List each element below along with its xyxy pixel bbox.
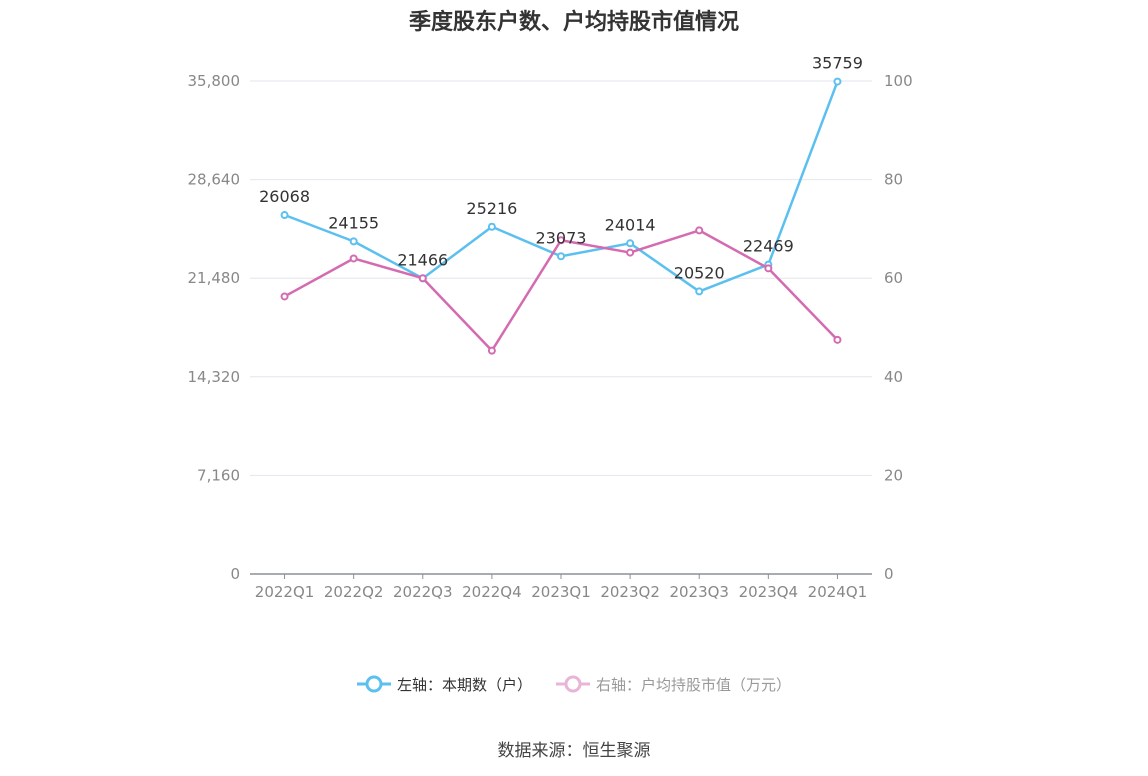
left-axis-tick-label: 14,320 — [188, 368, 241, 386]
data-point-left — [557, 252, 565, 261]
left-axis-tick-label: 35,800 — [188, 72, 241, 90]
right-axis-tick-label: 100 — [884, 72, 913, 90]
right-axis-tick-label: 60 — [884, 269, 903, 287]
left-axis-tick-label: 0 — [230, 565, 240, 583]
data-label: 26068 — [259, 187, 310, 206]
x-axis-tick-label: 2022Q1 — [255, 583, 315, 601]
x-axis-tick-label: 2023Q3 — [669, 583, 729, 601]
data-point-right — [626, 248, 635, 257]
data-label: 24155 — [328, 213, 379, 232]
data-point-right — [487, 346, 496, 355]
right-axis-tick-label: 80 — [884, 171, 903, 189]
left-axis-tick-label: 28,640 — [188, 171, 241, 189]
data-point-left — [695, 287, 704, 296]
x-axis-tick-label: 2023Q1 — [531, 583, 591, 601]
legend-item-right-series[interactable]: 右轴：户均持股市值（万元） — [556, 672, 791, 696]
legend-marker-pink-icon — [556, 675, 590, 693]
data-labels: 26068 24155 21466 25216 23073 24014 20520 22469… — [259, 54, 863, 283]
data-point-left — [487, 222, 496, 231]
chart-title: 季度股东户数、户均持股市值情况 — [408, 10, 739, 35]
legend-item-left-series[interactable]: 左轴：本期数（户） — [356, 672, 532, 696]
data-point-right — [280, 292, 289, 301]
legend: 左轴：本期数（户） 右轴：户均持股市值（万元） — [0, 672, 1148, 696]
data-label: 24014 — [605, 215, 656, 234]
data-label: 23073 — [536, 228, 587, 247]
data-point-right — [557, 236, 565, 245]
data-point-right — [833, 335, 842, 344]
x-axis-tick-label: 2023Q2 — [600, 583, 660, 601]
data-label: 25216 — [466, 199, 517, 218]
x-axis-tick-label: 2024Q1 — [808, 583, 868, 601]
data-label: 20520 — [674, 263, 725, 282]
legend-label-right-series: 右轴：户均持股市值（万元） — [596, 675, 792, 694]
data-point-left — [349, 237, 358, 246]
legend-marker-blue-icon — [356, 675, 391, 693]
x-axis-tick-label: 2022Q2 — [324, 583, 384, 601]
right-axis-tick-label: 40 — [884, 368, 903, 386]
left-axis-tick-label: 21,480 — [188, 269, 241, 287]
data-point-right — [695, 226, 704, 235]
data-point-left — [280, 211, 289, 220]
series-lines — [280, 77, 842, 355]
axes: 0 0 7,160 20 14,320 40 21,480 60 28,640 80 35,800 1… — [188, 72, 913, 601]
right-axis-tick-label: 0 — [884, 565, 894, 583]
left-axis-tick-label: 7,160 — [197, 466, 240, 484]
data-point-left — [833, 77, 842, 86]
x-axis-tick-label: 2023Q4 — [739, 583, 799, 601]
data-point-right — [349, 254, 358, 263]
data-point-right — [418, 274, 427, 283]
x-axis-tick-label: 2022Q4 — [462, 583, 522, 601]
data-label: 21466 — [397, 250, 448, 269]
data-label: 35759 — [812, 54, 863, 73]
legend-label-left-series: 左轴：本期数（户） — [396, 675, 532, 694]
x-axis-tick-label: 2022Q3 — [393, 583, 453, 601]
data-label: 22469 — [743, 237, 794, 256]
data-point-left — [626, 239, 635, 248]
line-chart: 0 0 7,160 20 14,320 40 21,480 60 28,640 80 35,800 1… — [188, 54, 913, 601]
grid-lines — [250, 80, 872, 476]
right-axis-tick-label: 20 — [884, 466, 903, 484]
source-note: 数据来源：恒生聚源 — [497, 741, 651, 761]
data-point-right — [764, 264, 773, 273]
